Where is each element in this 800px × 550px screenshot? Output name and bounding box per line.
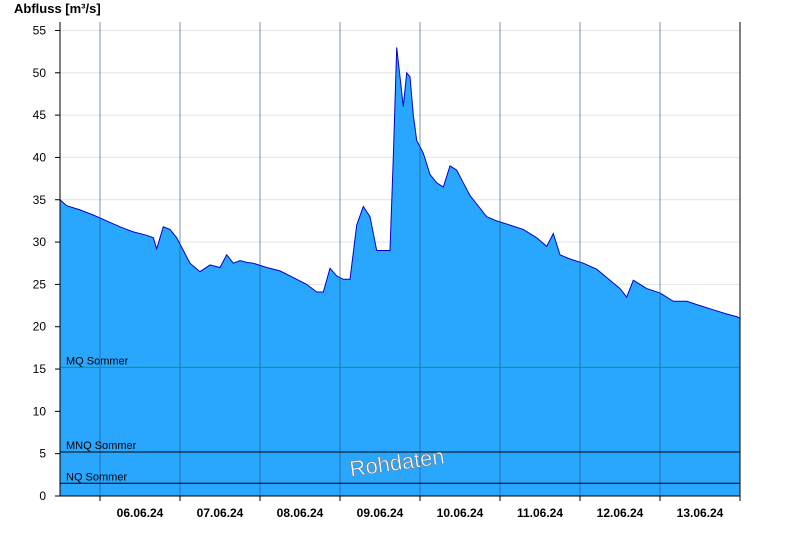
x-tick-label: 12.06.24 [597,506,644,520]
y-tick-label: 20 [33,320,47,334]
vertical-gridlines [99,22,661,496]
x-tick-label: 06.06.24 [117,506,164,520]
y-tick-label: 25 [33,277,47,291]
y-tick-label: 30 [33,235,47,249]
x-tick-label: 10.06.24 [437,506,484,520]
y-tick-label: 55 [33,23,47,37]
reference-line-label: MQ Sommer [66,355,129,367]
plot-frame [59,22,741,497]
x-tick-label: 09.06.24 [357,506,404,520]
x-tick-label: 13.06.24 [677,506,724,520]
y-tick-label: 50 [33,66,47,80]
y-tick-label: 35 [33,193,47,207]
x-tick-label: 08.06.24 [277,506,324,520]
reference-line-label: NQ Sommer [66,471,127,483]
y-tick-label: 45 [33,108,47,122]
y-tick-label: 0 [39,489,46,503]
y-tick-label: 15 [33,362,47,376]
reference-line-label: MNQ Sommer [66,440,137,452]
y-tick-label: 40 [33,150,47,164]
x-tick-label: 07.06.24 [197,506,244,520]
y-tick-label: 5 [39,447,46,461]
reference-lines: MQ Sommer MNQ Sommer NQ Sommer [60,355,740,484]
y-axis-label: Abfluss [m³/s] [14,1,101,16]
discharge-line [59,47,741,319]
y-tick-label: 10 [33,404,47,418]
x-axis-ticks: 06.06.24 07.06.24 08.06.24 09.06.24 10.06.24… [99,496,741,520]
x-tick-label: 11.06.24 [517,506,563,520]
y-axis-ticks: 0 5 10 15 20 25 30 35 40 45 50 55 [33,23,60,503]
discharge-area [60,47,740,497]
